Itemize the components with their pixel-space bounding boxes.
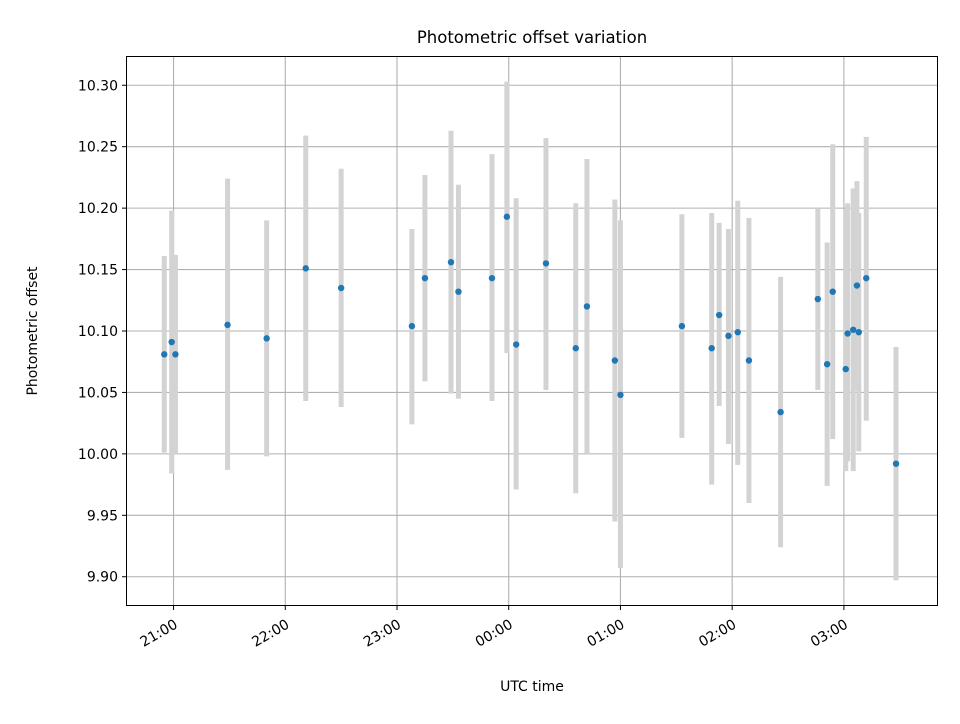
data-point: [302, 265, 309, 272]
data-point: [512, 341, 520, 348]
data-point: [224, 321, 231, 329]
data-point: [842, 365, 849, 373]
y-tick-label: 10.30: [78, 78, 118, 94]
data-point: [168, 338, 175, 346]
y-axis-label: Photometric offset: [25, 266, 41, 396]
y-tick-label: 9.90: [87, 570, 118, 586]
data-point: [447, 258, 455, 266]
grid: [127, 57, 937, 605]
data-point: [829, 288, 836, 295]
y-tick-label: 10.15: [78, 263, 118, 279]
data-point: [161, 351, 168, 358]
data-point: [617, 391, 624, 399]
chart-title: Photometric offset variation: [417, 28, 647, 47]
data-point: [542, 260, 550, 267]
data-point: [503, 213, 511, 220]
y-tick-label: 10.25: [78, 140, 118, 156]
y-axis: 9.90 9.95 10.00 10.05 10.10 10.15 10.20 10.25 10…: [78, 78, 127, 586]
data-point: [725, 332, 732, 340]
data-point: [678, 322, 686, 330]
data-point: [892, 460, 900, 467]
y-tick-label: 10.10: [78, 324, 118, 340]
data-point: [853, 282, 861, 289]
data-point: [583, 303, 591, 310]
data-point: [421, 274, 429, 282]
data-points: [161, 213, 900, 467]
y-tick-label: 9.95: [87, 508, 118, 524]
data-point: [263, 335, 270, 342]
data-point: [844, 330, 851, 337]
data-point: [855, 329, 862, 336]
x-axis-label: UTC time: [500, 679, 564, 695]
data-point: [708, 345, 715, 352]
data-point: [850, 326, 857, 333]
y-tick-label: 10.20: [78, 201, 118, 217]
data-point: [814, 295, 822, 303]
data-point: [572, 345, 579, 352]
data-point: [777, 408, 784, 416]
y-tick-label: 10.00: [78, 447, 118, 463]
data-point: [488, 274, 496, 282]
data-point: [734, 329, 741, 336]
data-point: [337, 284, 345, 292]
data-point: [172, 351, 179, 358]
data-point: [715, 311, 723, 319]
data-point: [823, 360, 831, 368]
data-point: [611, 357, 619, 364]
data-point: [408, 322, 416, 330]
data-point: [863, 274, 870, 282]
data-point: [745, 357, 753, 364]
y-tick-label: 10.05: [78, 385, 118, 401]
data-point: [455, 288, 462, 295]
